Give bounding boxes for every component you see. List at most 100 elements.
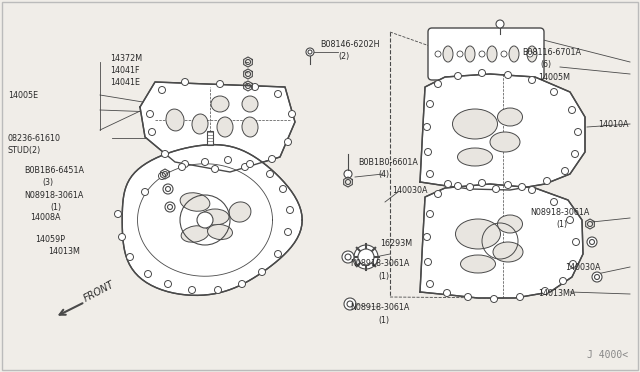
- Circle shape: [426, 100, 433, 108]
- Text: (4): (4): [378, 170, 389, 179]
- Text: B08116-6701A: B08116-6701A: [522, 48, 581, 57]
- Text: 14059P: 14059P: [35, 234, 65, 244]
- Circle shape: [280, 186, 287, 192]
- Circle shape: [424, 234, 431, 241]
- Circle shape: [189, 286, 195, 294]
- Text: 14013M: 14013M: [48, 247, 80, 257]
- Ellipse shape: [527, 46, 537, 62]
- Circle shape: [147, 110, 154, 118]
- Text: B08146-6202H: B08146-6202H: [320, 39, 380, 48]
- Text: 16293M: 16293M: [380, 240, 412, 248]
- Text: 08236-61610: 08236-61610: [8, 134, 61, 142]
- Ellipse shape: [497, 215, 522, 233]
- Circle shape: [527, 51, 533, 57]
- Ellipse shape: [458, 148, 493, 166]
- Circle shape: [426, 170, 433, 177]
- Text: J 4000<: J 4000<: [587, 350, 628, 360]
- Circle shape: [479, 180, 486, 186]
- Circle shape: [529, 186, 536, 193]
- Circle shape: [504, 71, 511, 78]
- Circle shape: [496, 20, 504, 28]
- Circle shape: [435, 51, 441, 57]
- Circle shape: [550, 89, 557, 96]
- Ellipse shape: [192, 114, 208, 134]
- Text: 14008A: 14008A: [30, 212, 61, 221]
- Circle shape: [592, 272, 602, 282]
- Circle shape: [573, 238, 579, 246]
- Circle shape: [541, 288, 548, 295]
- Circle shape: [572, 151, 579, 157]
- Polygon shape: [122, 145, 302, 295]
- Circle shape: [490, 295, 497, 302]
- Ellipse shape: [181, 226, 209, 242]
- Ellipse shape: [229, 202, 251, 222]
- Text: N08918-3061A: N08918-3061A: [350, 260, 410, 269]
- Circle shape: [252, 83, 259, 90]
- Ellipse shape: [452, 109, 497, 139]
- Polygon shape: [420, 74, 585, 190]
- Circle shape: [479, 70, 486, 77]
- Circle shape: [424, 124, 431, 131]
- Circle shape: [115, 211, 122, 218]
- Circle shape: [575, 128, 582, 135]
- Ellipse shape: [180, 193, 210, 211]
- Circle shape: [501, 51, 507, 57]
- FancyBboxPatch shape: [428, 28, 544, 80]
- Text: (3): (3): [42, 177, 53, 186]
- Text: 14372M: 14372M: [110, 54, 142, 62]
- Circle shape: [308, 50, 312, 54]
- Ellipse shape: [207, 224, 232, 240]
- Circle shape: [259, 269, 266, 276]
- Ellipse shape: [242, 117, 258, 137]
- Circle shape: [159, 173, 166, 180]
- Circle shape: [347, 301, 353, 307]
- Circle shape: [163, 184, 173, 194]
- Circle shape: [435, 80, 442, 87]
- Circle shape: [216, 80, 223, 87]
- Ellipse shape: [166, 109, 184, 131]
- Circle shape: [164, 280, 172, 288]
- Ellipse shape: [217, 117, 233, 137]
- Circle shape: [457, 51, 463, 57]
- Text: (2): (2): [338, 51, 349, 61]
- Text: (6): (6): [540, 60, 551, 68]
- Circle shape: [559, 278, 566, 285]
- Circle shape: [266, 170, 273, 177]
- Text: N08918-3061A: N08918-3061A: [530, 208, 589, 217]
- Circle shape: [285, 138, 291, 145]
- Circle shape: [479, 51, 485, 57]
- Circle shape: [424, 148, 431, 155]
- Circle shape: [145, 270, 152, 278]
- Circle shape: [358, 249, 374, 265]
- Text: 14013MA: 14013MA: [538, 289, 575, 298]
- Circle shape: [587, 237, 597, 247]
- Circle shape: [161, 151, 168, 157]
- Circle shape: [426, 280, 433, 288]
- Circle shape: [516, 294, 524, 301]
- Circle shape: [344, 298, 356, 310]
- Circle shape: [127, 253, 134, 260]
- Circle shape: [275, 90, 282, 97]
- Circle shape: [287, 206, 294, 214]
- Circle shape: [568, 106, 575, 113]
- Circle shape: [179, 164, 186, 170]
- Bar: [207, 131, 213, 145]
- Circle shape: [566, 217, 573, 224]
- Circle shape: [269, 155, 275, 163]
- Circle shape: [454, 73, 461, 80]
- Circle shape: [570, 260, 577, 267]
- Circle shape: [202, 158, 209, 166]
- Text: 14041E: 14041E: [110, 77, 140, 87]
- Circle shape: [159, 87, 166, 93]
- Text: FRONT: FRONT: [82, 280, 116, 304]
- Text: STUD(2): STUD(2): [8, 145, 41, 154]
- Text: (1): (1): [378, 315, 389, 324]
- Circle shape: [561, 167, 568, 174]
- Circle shape: [211, 166, 218, 173]
- Circle shape: [424, 259, 431, 266]
- Circle shape: [426, 211, 433, 218]
- Circle shape: [289, 110, 296, 118]
- Circle shape: [504, 182, 511, 189]
- Circle shape: [595, 275, 600, 279]
- Circle shape: [518, 183, 525, 190]
